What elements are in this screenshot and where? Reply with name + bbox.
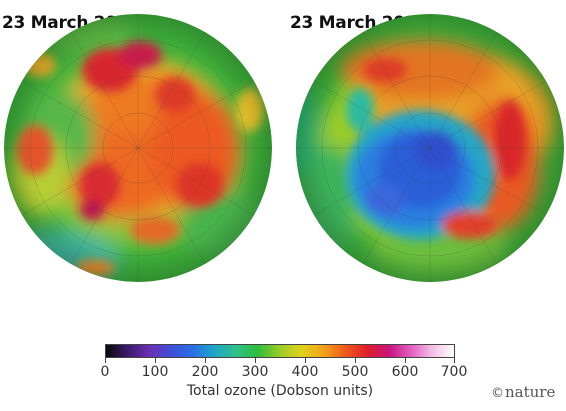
globe-2020 [296,14,564,282]
colorbar-tick-mark [405,358,406,363]
colorbar-gradient [105,344,455,358]
colorbar-tick-mark [255,358,256,363]
colorbar-tick-label: 700 [440,364,468,380]
colorbar-tick-mark [355,358,356,363]
nature-credit-logo: ©nature [491,383,555,401]
globe-2019 [4,14,272,282]
colorbar-axis-title: Total ozone (Dobson units) [186,383,374,399]
colorbar-tick-mark [205,358,206,363]
nature-wordmark: nature [505,383,556,401]
copyright-icon: © [491,386,504,401]
colorbar-tick-mark [454,358,455,363]
colorbar-tick-label: 0 [100,364,110,380]
colorbar-tick-mark [105,358,106,363]
colorbar-tick-label: 600 [391,364,419,380]
colorbar-tick-label: 200 [191,364,219,380]
colorbar [105,344,455,363]
colorbar-tick-label: 100 [141,364,169,380]
colorbar-tick-label: 400 [291,364,319,380]
colorbar-tick-mark [305,358,306,363]
colorbar-tick-label: 300 [241,364,269,380]
ozone-maps [4,14,564,282]
colorbar-tick-mark [155,358,156,363]
colorbar-tick-label: 500 [341,364,369,380]
